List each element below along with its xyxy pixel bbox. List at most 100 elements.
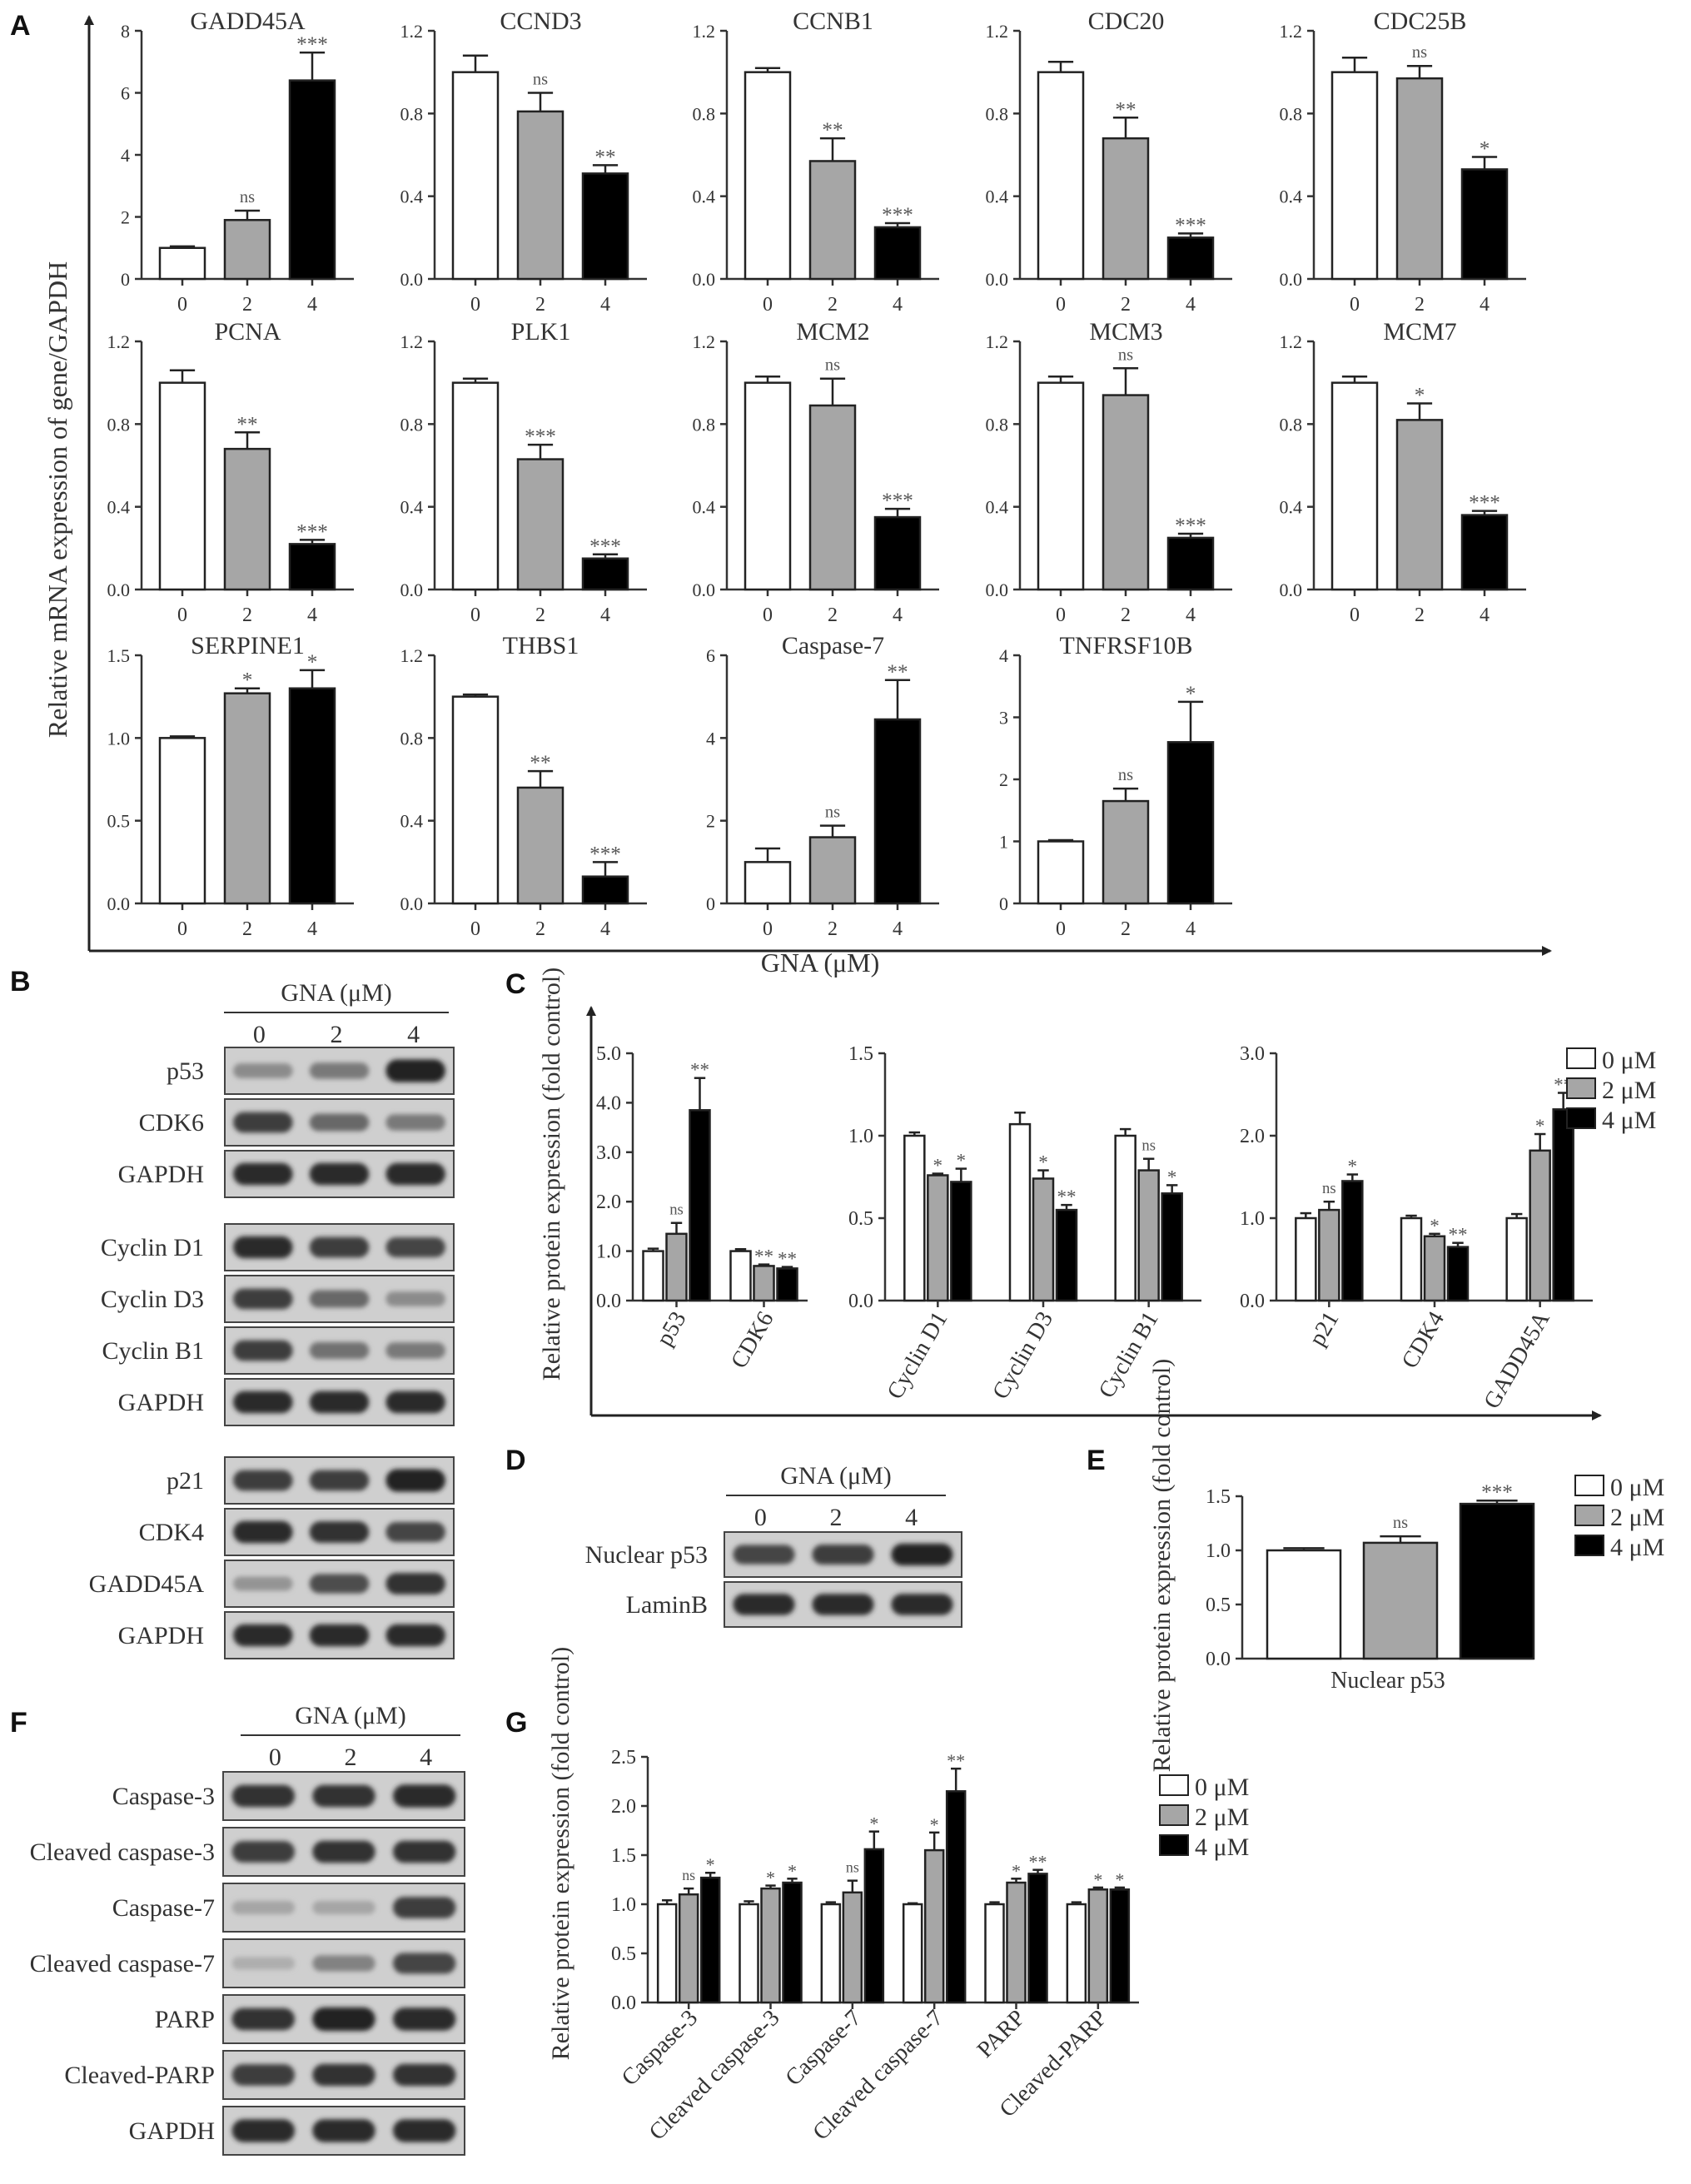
dose-4-bar: [1166, 236, 1215, 281]
category-1-dose-2-bar: [1446, 1246, 1470, 1302]
dose-2-significance: **: [1115, 98, 1136, 121]
category-0-dose-0-bar: [656, 1903, 678, 2004]
x-tick-label: 4: [600, 294, 610, 316]
subplot-title: CCNB1: [793, 7, 873, 35]
dose-4-significance: **: [887, 661, 908, 684]
dose-2-bar: [516, 458, 564, 591]
x-tick-label: 2: [535, 294, 545, 316]
y-tick-label: 1.2: [1280, 331, 1303, 352]
band-lane-1: [312, 2063, 376, 2087]
dose-2-significance: **: [822, 119, 843, 142]
panel-c-charts: 0.01.02.03.04.05.0ns**p53** **CDK60.00.51…: [596, 1043, 1593, 1413]
dose-2-significance: ns: [240, 188, 255, 206]
band-lane-2: [385, 1521, 445, 1543]
panel-g-chart: 0.00.51.01.52.02.5ns *Caspase-3* *Cleaved …: [611, 1747, 1139, 2146]
dose-0-bar: [744, 861, 792, 905]
dose-2-bar: [1102, 394, 1150, 591]
blot-row-label: CDK4: [139, 1519, 204, 1546]
blot-row-label: Cyclin D3: [101, 1286, 204, 1313]
dose-2-bar: [1459, 1502, 1535, 1660]
x-tick-label: 4: [307, 918, 317, 940]
subplot-cdc20: 0.0 0.4 0.8 1.2 CDC20 0 2 ** 4 ***: [986, 7, 1232, 316]
blot-row-label: Caspase-3: [112, 1783, 215, 1810]
category-4-dose-2-significance: **: [1028, 1852, 1047, 1873]
y-tick-label: 1: [999, 832, 1008, 853]
category-1-dose-2-significance: **: [1448, 1224, 1467, 1246]
y-tick-label: 0.4: [986, 497, 1009, 518]
band-lane-2: [392, 2007, 456, 2031]
dose-2-bar: [808, 160, 857, 281]
y-tick-label: 0.8: [986, 414, 1009, 435]
category-0-dose-1-significance: ns: [682, 1867, 695, 1883]
category-5-dose-1-bar: [1087, 1888, 1109, 2004]
legend-swatch-2: [1574, 1535, 1604, 1556]
subplot-serpine1: 0.0 0.5 1.0 1.5 SERPINE1 0 2 * 4 *: [107, 632, 354, 940]
band-lane-0: [231, 2064, 296, 2086]
band-lane-0: [233, 1390, 293, 1414]
y-tick-label: 1.5: [848, 1043, 873, 1065]
blot-row-label: PARP: [155, 2006, 215, 2033]
band-lane-2: [392, 1840, 456, 1863]
y-tick-label: 0.5: [848, 1208, 873, 1230]
dose-4-bar: [1460, 514, 1509, 591]
dose-4-bar: [873, 226, 922, 281]
blot-dose-label: 4: [420, 1744, 432, 1771]
category-3-dose-2-significance: **: [947, 1750, 965, 1771]
dose-0-bar: [744, 71, 792, 281]
category-2-dose-2-bar: [1161, 1192, 1183, 1302]
panel-letter-f: F: [10, 1707, 27, 1739]
category-0-dose-0-bar: [903, 1134, 926, 1302]
dose-4-significance: ***: [296, 33, 328, 56]
subplot-plk1: 0.0 0.4 0.8 1.2 PLK1 0 2 *** 4 ***: [400, 318, 647, 626]
panel-f-western-blot: GNA (μM) 0 2 4 Caspase-3 Cleaved caspase-3 Cas…: [30, 1702, 465, 2156]
y-tick-label: 1.2: [693, 21, 716, 42]
dose-0-bar: [158, 737, 206, 905]
category-2-dose-0-bar: [1114, 1134, 1136, 1302]
y-tick-label: 0.0: [1206, 1649, 1231, 1670]
y-tick-label: 0: [999, 893, 1008, 914]
dose-2-significance: *: [242, 669, 253, 692]
dose-4-significance: ***: [1175, 515, 1206, 537]
band-lane-0: [231, 1841, 296, 1863]
y-tick-label: 0.4: [693, 187, 716, 207]
category-1-dose-2-significance: **: [778, 1248, 797, 1270]
band-lane-1: [309, 1624, 370, 1647]
x-tick-label: 2: [828, 604, 838, 626]
y-tick-label: 0.0: [1280, 269, 1303, 290]
x-tick-label: 0: [763, 294, 773, 316]
y-tick-label: 1.5: [1206, 1486, 1231, 1508]
category-3-dose-0-bar: [902, 1903, 923, 2004]
band-lane-0: [233, 1576, 293, 1591]
y-tick-label: 0.5: [1206, 1594, 1231, 1616]
legend-swatch-0: [1574, 1475, 1604, 1496]
y-tick-label: 2.5: [611, 1747, 636, 1769]
legend-label-0: 0 μM: [1602, 1047, 1656, 1074]
subplot-title: CDC25B: [1374, 7, 1467, 35]
dose-2-bar: [808, 404, 857, 591]
dose-4-bar: [581, 875, 629, 905]
band-lane-2: [392, 1897, 456, 1918]
x-tick-label: 2: [1415, 604, 1425, 626]
y-tick-label: 0.0: [693, 580, 716, 600]
subplot-title: MCM3: [1089, 318, 1162, 346]
blot-row-label: p21: [167, 1467, 204, 1495]
y-tick-label: 1.0: [611, 1894, 636, 1916]
y-tick-label: 2: [999, 769, 1008, 790]
y-tick-label: 0.0: [107, 580, 131, 600]
category-0-dose-1-bar: [665, 1232, 688, 1302]
y-tick-label: 0.8: [986, 103, 1009, 124]
x-tick-label: CDK4: [1397, 1307, 1450, 1373]
y-tick-label: 0.0: [1240, 1291, 1265, 1312]
dose-2-bar: [223, 692, 271, 905]
dose-4-bar: [581, 172, 629, 281]
band-lane-0: [231, 2119, 296, 2142]
category-5-dose-2-significance: *: [1115, 1869, 1124, 1890]
category-4-dose-0-bar: [984, 1903, 1005, 2004]
dose-2-significance: **: [236, 413, 257, 435]
category-1-dose-2-bar: [782, 1881, 803, 2004]
dose-4-significance: *: [307, 651, 318, 674]
band-lane-2: [392, 2119, 456, 2142]
dose-4-significance: ***: [296, 520, 328, 543]
category-2-dose-0-bar: [1505, 1216, 1528, 1302]
subplot-ccnb1: 0.0 0.4 0.8 1.2 CCNB1 0 2 ** 4 ***: [693, 7, 939, 316]
